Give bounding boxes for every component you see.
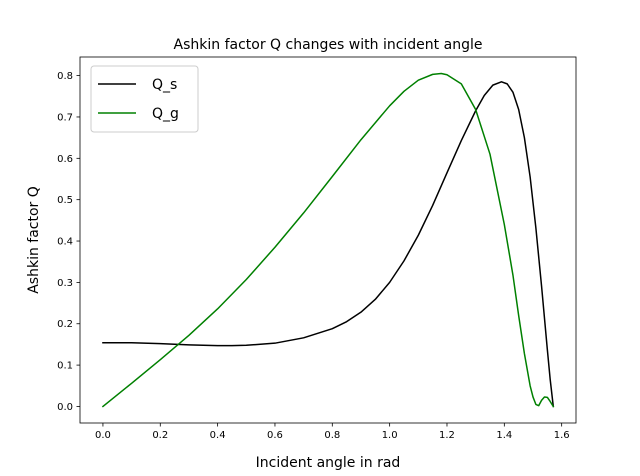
series-line-q-g (101, 72, 555, 408)
y-tick-label: 0.1 (57, 361, 73, 372)
x-tick-label: 1.6 (554, 430, 570, 441)
chart-title: Ashkin factor Q changes with incident an… (174, 37, 483, 53)
y-tick-label: 0.5 (57, 195, 73, 206)
y-tick-label: 0.7 (57, 112, 73, 123)
x-tick-label: 0.8 (324, 430, 340, 441)
y-tick-label: 0.4 (57, 237, 73, 248)
y-tick-label: 0.0 (57, 402, 73, 413)
x-axis-title: Incident angle in rad (256, 455, 401, 471)
y-tick-label: 0.6 (57, 154, 73, 165)
x-axis: 0.0 0.2 0.4 0.6 0.8 1.0 1.2 1.4 1.6 (95, 423, 570, 441)
legend: Q_s Q_g (90, 65, 199, 133)
x-tick-label: 0.2 (152, 430, 168, 441)
legend-box (90, 65, 199, 133)
y-tick-label: 0.8 (57, 71, 73, 82)
y-axis: 0.0 0.1 0.2 0.3 0.4 0.5 0.6 0.7 0.8 (57, 71, 80, 413)
x-tick-label: 1.2 (439, 430, 455, 441)
x-tick-label: 1.4 (496, 430, 512, 441)
legend-label-q-g: Q_g (152, 106, 179, 122)
y-axis-title: Ashkin factor Q (26, 186, 42, 294)
legend-label-q-s: Q_s (152, 77, 177, 93)
x-tick-label: 0.6 (267, 430, 283, 441)
x-tick-label: 0.0 (95, 430, 111, 441)
y-tick-label: 0.2 (57, 319, 73, 330)
series-layer (101, 72, 555, 408)
series-line-q-s (102, 81, 555, 408)
y-tick-label: 0.3 (57, 278, 73, 289)
plot-frame (79, 56, 577, 424)
x-tick-label: 0.4 (210, 430, 226, 441)
x-tick-label: 1.0 (382, 430, 398, 441)
